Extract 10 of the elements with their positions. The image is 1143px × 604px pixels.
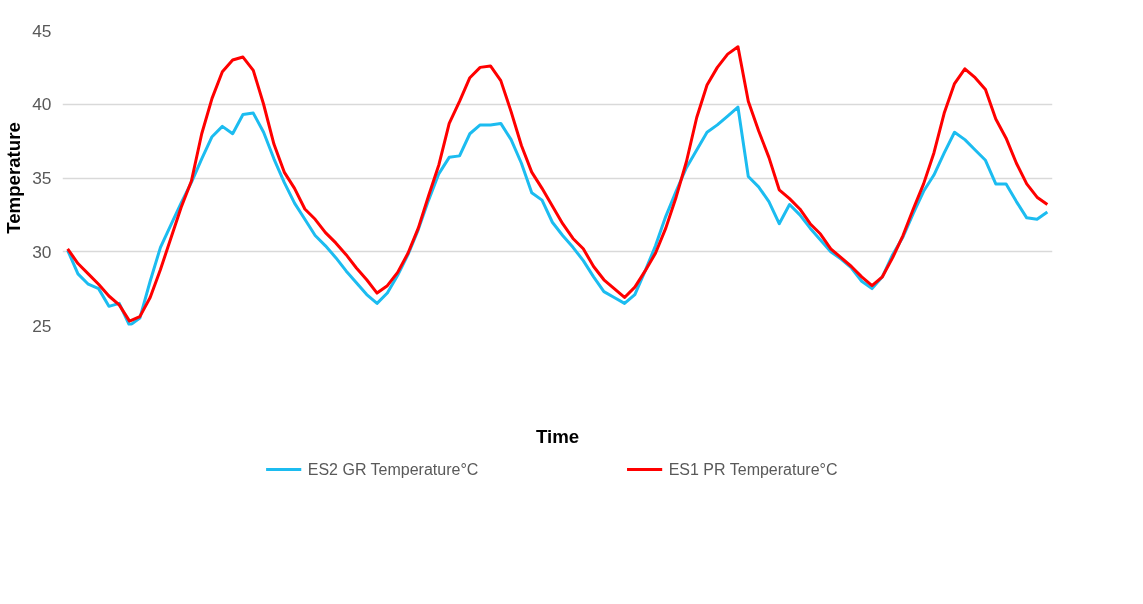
y-tick-label: 35 [32,168,52,188]
legend-label: ES1 PR Temperature°C [668,461,838,478]
x-axis-title: Time [535,425,580,447]
y-tick-label: 45 [32,20,52,41]
y-tick-label: 40 [32,94,52,115]
y-tick-label: 25 [32,315,52,336]
y-tick-label: 30 [32,241,52,262]
line-series [66,45,1049,323]
legend-label: ES2 GR Temperature°C [307,461,479,478]
y-axis-title: Temperature [3,122,25,234]
